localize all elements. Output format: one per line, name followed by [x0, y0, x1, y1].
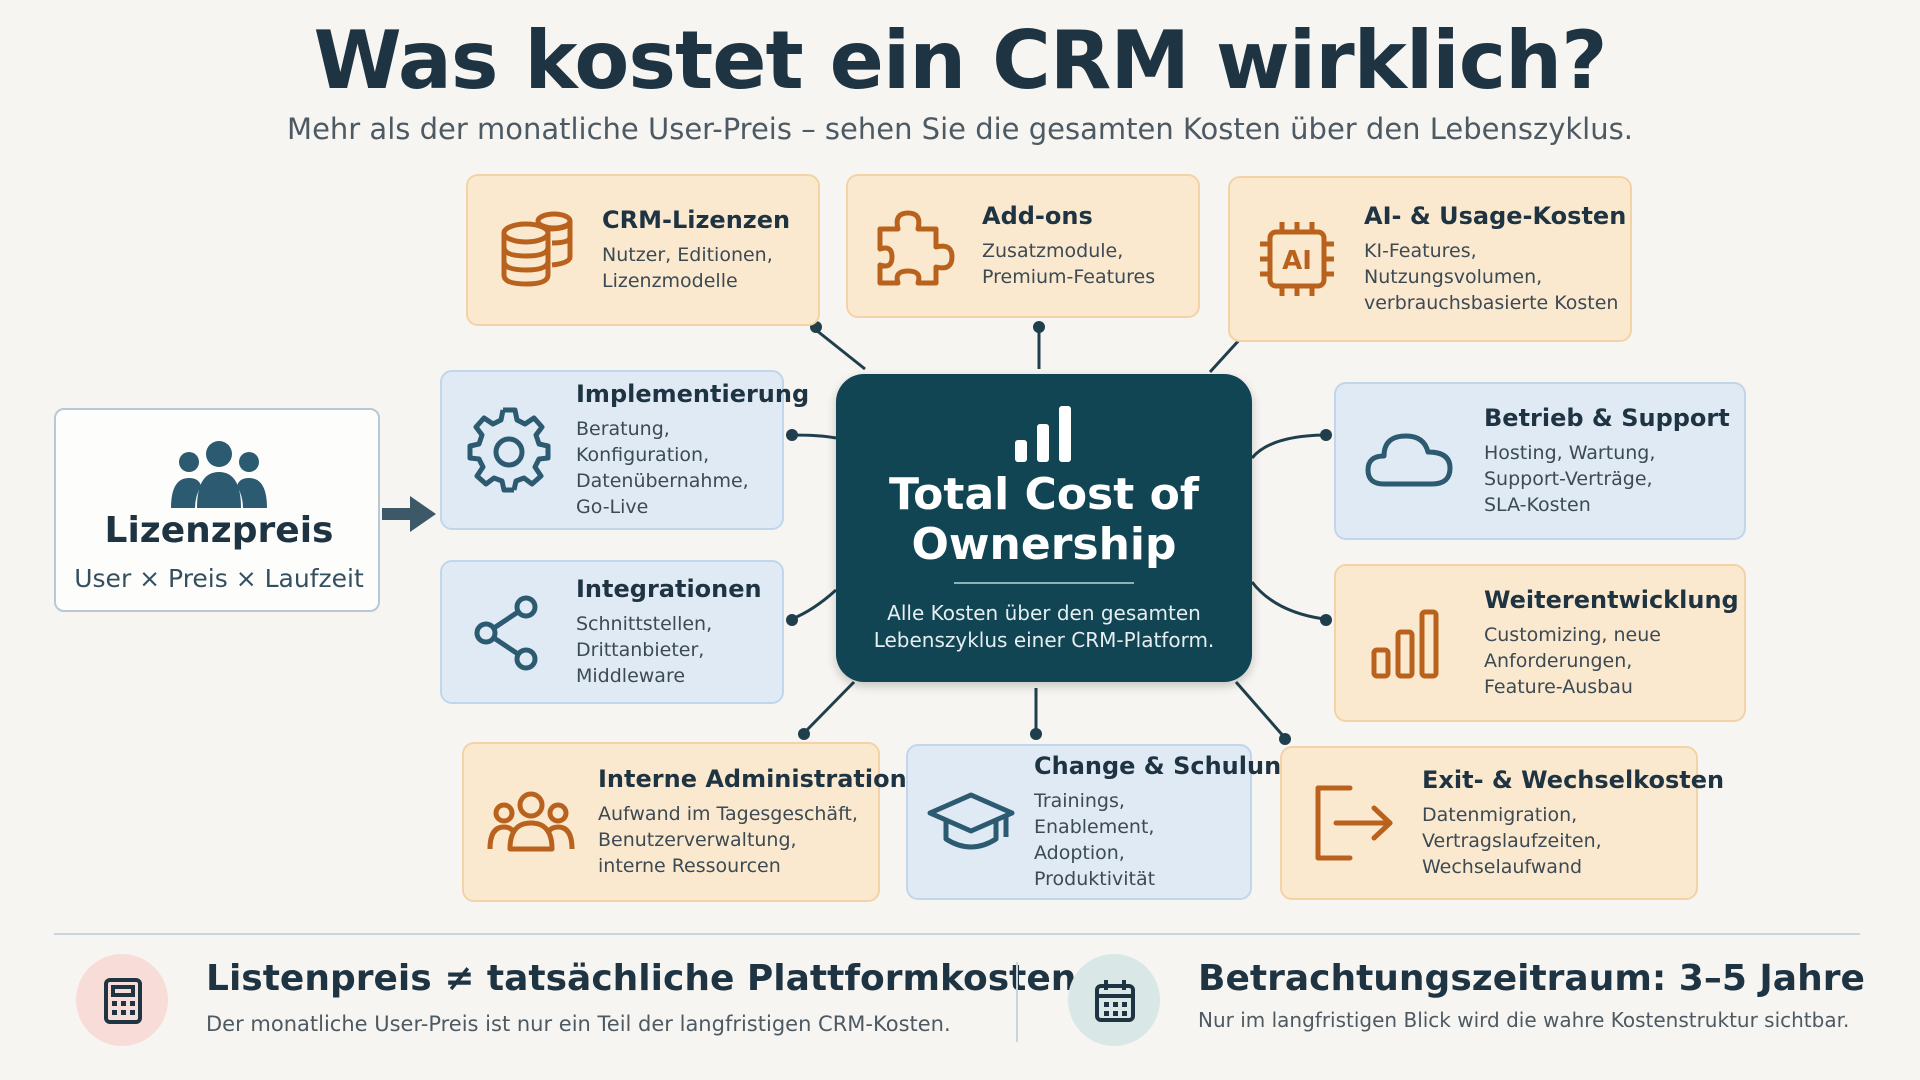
bar-chart-icon [1011, 402, 1077, 464]
arrow-right-icon [380, 494, 440, 534]
card-description: KI-Features, Nutzungsvolumen, verbrauchs… [1364, 240, 1619, 314]
card-admin: Interne Administration Aufwand im Tagesg… [462, 742, 907, 902]
card-operations: Betrieb & Support Hosting, Wartung, Supp… [1334, 382, 1746, 540]
footer-right-title: Betrachtungszeitraum: 3–5 Jahre [1198, 958, 1865, 999]
card-title: AI- & Usage-Kosten [1364, 202, 1627, 230]
people-icon [486, 777, 576, 867]
cloud-icon [1364, 416, 1454, 506]
card-title: CRM-Lizenzen [602, 206, 791, 234]
footer-divider [54, 933, 1860, 935]
calculator-icon [76, 954, 168, 1046]
card-integrations: Integrationen Schnittstellen, Drittanbie… [440, 560, 784, 704]
card-crm-licenses: CRM-Lizenzen Nutzer, Editionen, Lizenzmo… [466, 174, 820, 326]
page-title: Was kostet ein CRM wirklich? [313, 14, 1608, 107]
page-subtitle: Mehr als der monatliche User-Preis – seh… [287, 112, 1633, 146]
card-training: Change & Schulung Trainings, Enablement,… [906, 744, 1298, 900]
card-title: Interne Administration [598, 765, 907, 793]
card-description: Schnittstellen, Drittanbieter, Middlewar… [576, 613, 713, 687]
footer-right-subtitle: Nur im langfristigen Blick wird die wahr… [1198, 1008, 1850, 1032]
card-title: Integrationen [576, 575, 762, 603]
footer-left-subtitle: Der monatliche User-Preis ist nur ein Te… [206, 1012, 951, 1036]
card-title: Betrieb & Support [1484, 404, 1730, 432]
card-title: Implementierung [576, 380, 810, 408]
card-description: Nutzer, Editionen, Lizenzmodelle [602, 244, 773, 292]
card-addons: Add-ons Zusatzmodule, Premium-Features [846, 174, 1200, 318]
gear-icon [464, 405, 554, 495]
hub-divider [954, 582, 1134, 584]
card-development: Weiterentwicklung Customizing, neue Anfo… [1334, 564, 1746, 722]
hub-title: Total Cost of Ownership [889, 469, 1199, 570]
hub-description: Alle Kosten über den gesamten Lebenszykl… [873, 601, 1215, 652]
puzzle-icon [870, 201, 960, 291]
coins-stack-icon [490, 205, 580, 295]
bar-chart-icon [1364, 598, 1454, 688]
license-price-box: Lizenzpreis User × Preis × Laufzeit [54, 408, 380, 612]
card-description: Aufwand im Tagesgeschäft, Benutzerverwal… [598, 803, 858, 877]
card-title: Exit- & Wechselkosten [1422, 766, 1725, 794]
ai-chip-icon: AI [1252, 214, 1342, 304]
share-nodes-icon [464, 587, 554, 677]
card-description: Trainings, Enablement, Adoption, Produkt… [1034, 790, 1156, 890]
card-ai-usage: AI AI- & Usage-Kosten KI-Features, Nutzu… [1228, 176, 1632, 342]
card-exit: Exit- & Wechselkosten Datenmigration, Ve… [1280, 746, 1724, 900]
card-title: Weiterentwicklung [1484, 586, 1739, 614]
card-description: Zusatzmodule, Premium-Features [982, 240, 1156, 288]
card-description: Customizing, neue Anforderungen, Feature… [1484, 624, 1661, 698]
calendar-icon [1068, 954, 1160, 1046]
card-description: Beratung, Konfiguration, Datenübernahme,… [576, 418, 749, 518]
card-description: Datenmigration, Vertragslaufzeiten, Wech… [1422, 804, 1602, 878]
footer-left-title: Listenpreis ≠ tatsächliche Plattformkost… [206, 958, 1077, 999]
card-implementation: Implementierung Beratung, Konfiguration,… [440, 370, 809, 530]
card-title: Change & Schulung [1034, 752, 1299, 780]
card-description: Hosting, Wartung, Support-Verträge, SLA-… [1484, 442, 1656, 516]
svg-text:AI: AI [1282, 246, 1312, 276]
footer-separator [1016, 962, 1018, 1042]
graduation-cap-icon [926, 777, 1016, 867]
users-group-icon [167, 438, 271, 510]
exit-arrow-icon [1308, 778, 1398, 868]
license-title: Lizenzpreis [104, 510, 334, 551]
tco-hub: Total Cost of Ownership Alle Kosten über… [836, 374, 1252, 682]
license-formula: User × Preis × Laufzeit [74, 564, 364, 593]
card-title: Add-ons [982, 202, 1093, 230]
